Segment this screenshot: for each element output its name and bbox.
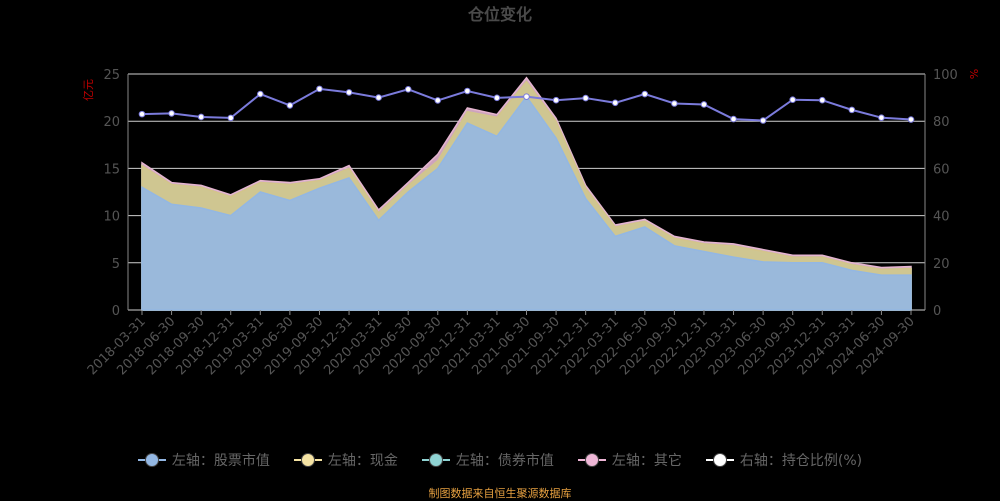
legend-label: 左轴：其它 [611, 453, 682, 469]
ratio-point [434, 97, 442, 104]
ratio-point [730, 115, 737, 123]
ratio-point [227, 114, 235, 122]
left-tick-label: 25 [103, 68, 120, 83]
legend-item-cash[interactable]: 左轴：现金 [293, 450, 398, 470]
area-左轴：股票市值 [141, 95, 912, 311]
legend-label: 左轴：债券市值 [455, 453, 554, 469]
ratio-point [818, 96, 826, 104]
legend-swatch-ratio [705, 453, 734, 467]
ratio-point [375, 94, 382, 101]
ratio-point [404, 86, 412, 93]
ratio-point [286, 102, 294, 109]
legend: 左轴：股票市值 左轴：现金 左轴：债券市值 左轴：其它 右轴：持仓比例(%) [0, 450, 1000, 470]
left-tick-label: 20 [103, 115, 120, 130]
left-tick-label: 5 [112, 257, 120, 272]
source-note: 制图数据来自恒生聚源数据库 [428, 487, 572, 500]
ratio-point [523, 93, 530, 100]
left-tick-label: 15 [103, 162, 120, 177]
ratio-point [848, 106, 856, 114]
right-tick-label: 20 [933, 257, 950, 272]
right-tick-label: 100 [933, 68, 958, 83]
ratio-point [789, 96, 796, 104]
ratio-line-series [138, 85, 915, 124]
chart-title: 仓位变化 [467, 5, 532, 24]
ratio-point [878, 114, 885, 121]
legend-label: 左轴：现金 [327, 453, 398, 469]
ratio-point [641, 90, 649, 98]
ratio-point [552, 96, 560, 104]
ratio-point [907, 116, 915, 123]
left-axis-unit-label: 亿元 [82, 79, 95, 101]
right-tick-label: 80 [933, 115, 950, 130]
legend-swatch-cash [293, 453, 322, 467]
legend-swatch-other [577, 453, 606, 467]
ratio-point [168, 110, 175, 117]
ratio-point [257, 90, 264, 98]
left-tick-label: 10 [103, 210, 120, 225]
right-tick-label: 60 [933, 162, 950, 177]
legend-item-bond[interactable]: 左轴：债券市值 [421, 450, 554, 470]
ratio-point [138, 110, 146, 118]
ratio-point [671, 100, 678, 107]
legend-swatch-bond [421, 453, 450, 467]
legend-item-ratio[interactable]: 右轴：持仓比例(%) [705, 450, 863, 470]
ratio-point [582, 94, 589, 102]
right-tick-label: 0 [933, 304, 941, 319]
legend-item-other[interactable]: 左轴：其它 [577, 450, 682, 470]
ratio-point [493, 94, 501, 102]
ratio-point [700, 101, 708, 108]
ratio-point [197, 113, 205, 121]
right-axis-unit-label: % [967, 69, 980, 79]
left-tick-label: 0 [112, 304, 120, 319]
legend-label: 左轴：股票市值 [171, 453, 270, 469]
right-tick-label: 40 [933, 210, 950, 225]
area-series [141, 76, 912, 311]
ratio-point [759, 117, 767, 124]
ratio-point [611, 99, 619, 107]
legend-label: 右轴：持仓比例(%) [739, 453, 863, 469]
ratio-point [464, 87, 471, 95]
ratio-point [345, 89, 353, 96]
legend-swatch-stock [137, 453, 166, 467]
legend-item-stock[interactable]: 左轴：股票市值 [137, 450, 270, 470]
ratio-point [316, 85, 323, 93]
